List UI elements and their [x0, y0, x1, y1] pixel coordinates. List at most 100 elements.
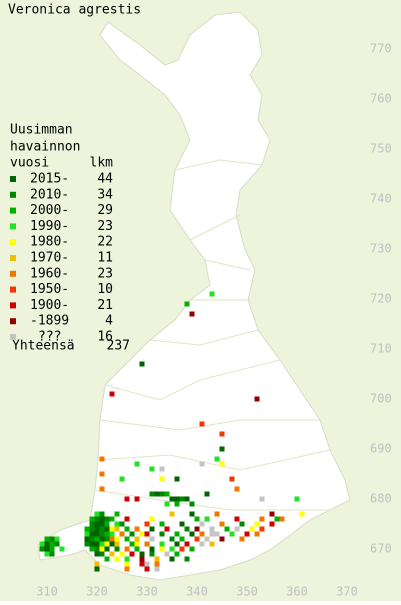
observation-square [189, 311, 195, 317]
observation-square [214, 531, 220, 537]
observation-square [104, 516, 110, 522]
observation-square [164, 551, 170, 557]
observation-square [159, 466, 165, 472]
legend-header: havainnon [10, 140, 80, 155]
observation-square [109, 516, 115, 522]
observation-square [184, 526, 190, 532]
observation-square [159, 541, 165, 547]
observation-square [159, 546, 165, 552]
legend-label: 1900- [30, 298, 69, 313]
observation-square [149, 466, 155, 472]
observation-square [94, 521, 100, 527]
title: Veronica agrestis [8, 3, 141, 18]
observation-square [114, 521, 120, 527]
observation-square [249, 526, 255, 532]
observation-square [174, 541, 180, 547]
observation-square [154, 556, 160, 562]
y-tick-label: 670 [370, 542, 392, 556]
observation-square [94, 531, 100, 537]
observation-square [119, 551, 125, 557]
observation-square [109, 536, 115, 542]
observation-square [104, 531, 110, 537]
observation-square [199, 531, 205, 537]
observation-square [129, 541, 135, 547]
legend-count-header: lkm [90, 156, 114, 171]
y-tick-label: 700 [370, 392, 392, 406]
observation-square [219, 431, 225, 437]
observation-square [174, 496, 180, 502]
observation-square [154, 491, 160, 497]
x-tick-label: 330 [136, 585, 158, 599]
observation-square [44, 546, 50, 552]
observation-square [99, 521, 105, 527]
observation-square [219, 461, 225, 467]
observation-square [159, 521, 165, 527]
observation-square [179, 536, 185, 542]
observation-square [104, 536, 110, 542]
observation-square [99, 456, 105, 462]
y-tick-label: 730 [370, 242, 392, 256]
observation-square [44, 536, 50, 542]
observation-square [164, 491, 170, 497]
legend: Uusimman havainnon vuosi lkm Yhteensä 23… [10, 123, 130, 354]
observation-square [49, 551, 55, 557]
observation-square [94, 561, 100, 567]
observation-square [84, 531, 90, 537]
observation-square [114, 526, 120, 532]
legend-label: 1990- [30, 219, 69, 234]
observation-square [254, 521, 260, 527]
observation-square [164, 501, 170, 507]
y-tick-label: 760 [370, 92, 392, 106]
legend-label: 2010- [30, 187, 69, 202]
observation-square [134, 541, 140, 547]
observation-square [114, 556, 120, 562]
observation-square [209, 531, 215, 537]
legend-count: 21 [97, 298, 113, 313]
observation-square [99, 516, 105, 522]
legend-label: 2000- [30, 203, 69, 218]
observation-square [204, 536, 210, 542]
observation-square [99, 546, 105, 552]
observation-square [209, 541, 215, 547]
observation-square [139, 531, 145, 537]
observation-square [234, 516, 240, 522]
observation-square [214, 456, 220, 462]
legend-swatch [10, 207, 16, 214]
observation-square [154, 561, 160, 567]
observation-square [189, 511, 195, 517]
observation-square [89, 516, 95, 522]
x-tick-label: 360 [286, 585, 308, 599]
legend-count: 29 [97, 203, 113, 218]
observation-square [149, 551, 155, 557]
observation-square [269, 521, 275, 527]
observation-square [259, 516, 265, 522]
observation-square [244, 531, 250, 537]
observation-square [134, 536, 140, 542]
legend-label: 1980- [30, 235, 69, 250]
y-tick-label: 770 [370, 42, 392, 56]
observation-square [189, 546, 195, 552]
observation-square [134, 496, 140, 502]
y-tick-label: 750 [370, 142, 392, 156]
legend-count: 10 [97, 282, 113, 297]
observation-square [59, 546, 65, 552]
legend-label: 1960- [30, 266, 69, 281]
observation-square [89, 541, 95, 547]
observation-square [89, 531, 95, 537]
observation-square [209, 526, 215, 532]
observation-square [189, 501, 195, 507]
observation-square [209, 291, 215, 297]
observation-square [194, 526, 200, 532]
x-tick-label: 370 [336, 585, 358, 599]
observation-square [99, 536, 105, 542]
observation-square [169, 546, 175, 552]
observation-square [94, 566, 100, 572]
observation-square [294, 496, 300, 502]
observation-square [99, 551, 105, 557]
observation-square [199, 541, 205, 547]
observation-square [144, 561, 150, 567]
observation-square [174, 531, 180, 537]
observation-square [114, 541, 120, 547]
observation-square [104, 521, 110, 527]
observation-square [179, 521, 185, 527]
